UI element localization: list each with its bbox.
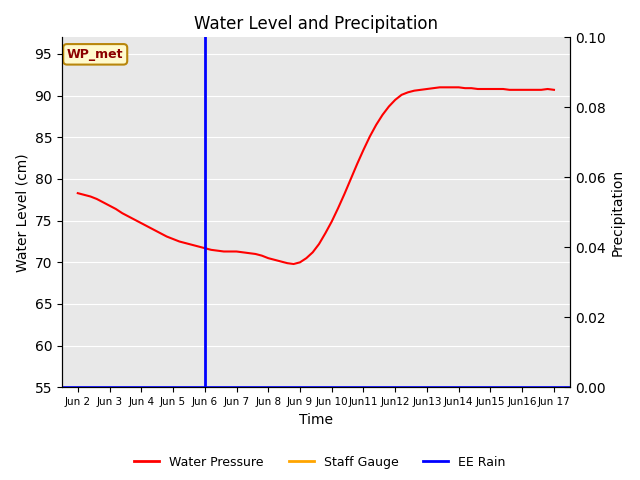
- Y-axis label: Precipitation: Precipitation: [611, 169, 625, 256]
- Text: WP_met: WP_met: [67, 48, 124, 61]
- Legend: Water Pressure, Staff Gauge, EE Rain: Water Pressure, Staff Gauge, EE Rain: [129, 451, 511, 474]
- X-axis label: Time: Time: [299, 413, 333, 427]
- Title: Water Level and Precipitation: Water Level and Precipitation: [194, 15, 438, 33]
- Y-axis label: Water Level (cm): Water Level (cm): [15, 153, 29, 272]
